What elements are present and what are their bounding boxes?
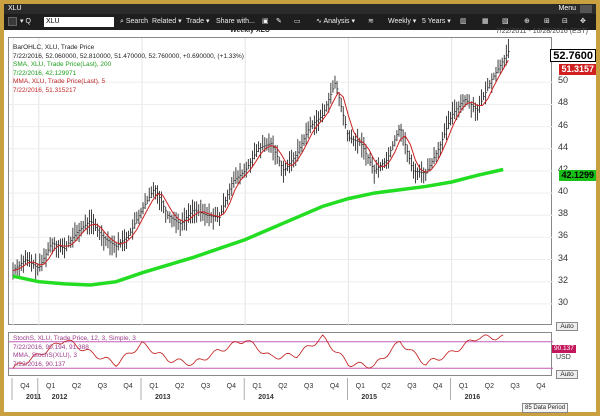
y-tick-label: 44 [558,141,569,152]
data-period-label: 85 Data Period [522,403,569,413]
x-quarter-label: Q2 [278,383,287,390]
price-chart-svg [9,38,553,326]
y-tick-label: 34 [558,252,569,263]
x-quarter-label: Q4 [536,383,545,390]
x-year-label: 2012 [52,394,68,401]
stoch-line [12,334,504,369]
x-quarter-label: Q2 [72,383,81,390]
y-tick-label: 48 [558,97,569,108]
legend-mma-title: MMA, XLU, Trade Price(Last), 5 [13,78,106,85]
related-menu[interactable]: Related ▾ [152,18,182,25]
legend-sma-value: 7/22/2016, 42.129971 [13,69,77,77]
window-title: XLU [8,5,22,12]
x-quarter-label: Q1 [149,383,158,390]
share-menu[interactable]: Share with... [216,18,255,25]
trade-menu[interactable]: Trade ▾ [186,18,210,25]
x-quarter-label: Q4 [433,383,442,390]
x-quarter-label: Q2 [381,383,390,390]
x-quarter-label: Q1 [459,383,468,390]
x-year-label: 2013 [155,394,171,401]
last-price-badge: 52.7600 [550,49,596,62]
x-axis-svg: Q4 Q1 Q2 Q3 Q4 Q1 Q2 Q3 Q4 Q1 Q2 Q3 Q4 Q1 Q2 Q3 Q4 Q1 Q2 Q3… [11,378,546,401]
x-quarter-label: Q3 [98,383,107,390]
x-quarter-label: Q3 [407,383,416,390]
legend-mma-value: 7/22/2016, 51.315217 [13,86,77,94]
chart-title: Weekly XLU [230,27,270,34]
zoom-in-icon[interactable]: ⊞ [544,18,550,25]
x-quarter-label: Q1 [46,383,55,390]
x-quarter-label: Q3 [201,383,210,390]
osc-mma-value: 7/22/2016, 90.137 [13,360,66,368]
osc-legend-values: 7/22/2016, 90.194, 91.388 [13,343,89,351]
y-tick-label: 32 [558,274,569,285]
osc-value-badge: 90.137 [552,345,576,353]
range-dropdown[interactable]: 5 Years ▾ [422,18,451,25]
grid-icon[interactable]: ▦ [482,18,489,25]
date-range: 7/22/2011 - 10/28/2016 (EST) [495,28,588,35]
zoom-out-icon[interactable]: ⊟ [562,18,568,25]
stochastic-chart-svg [9,334,553,369]
analysis-menu[interactable]: ∿ Analysis ▾ [316,18,355,25]
stochastic-panel[interactable]: StochS, XLU, Trade Price, 12, 3, Simple,… [8,332,553,376]
x-quarter-label: Q1 [356,383,365,390]
mma-price-badge: 51.3157 [559,64,596,75]
sma-price-badge: 42.1299 [559,170,596,181]
chart-type-icon[interactable]: ▥ [460,18,467,25]
x-quarter-label: Q2 [485,383,494,390]
symbol-input[interactable] [44,17,114,27]
x-quarter-label: Q3 [510,383,519,390]
x-quarter-label: Q2 [175,383,184,390]
pan-icon[interactable]: ✥ [580,18,586,25]
legend-sma-title: SMA, XLU, Trade Price(Last), 200 [13,61,112,68]
y-tick-label: 46 [558,119,569,130]
x-quarter-label: Q4 [123,383,132,390]
y-tick-label: 30 [558,296,569,307]
legend-bar-values: 7/22/2016, 52.060000, 52.810000, 51.4700… [13,52,244,60]
x-axis: Q4 Q1 Q2 Q3 Q4 Q1 Q2 Q3 Q4 Q1 Q2 Q3 Q4 Q1 Q2 Q3 Q4 Q1 Q2 Q3… [8,378,552,404]
toolbar: ▾ Q ⌕ Search Related ▾ Trade ▾ Share wit… [4,14,596,30]
price-plot[interactable]: BarOHLC, XLU, Trade Price 7/22/2016, 52.… [8,37,553,326]
drawing-icon[interactable]: ▧ [502,18,509,25]
x-year-label: 2011 [26,394,41,401]
y-tick-label: 36 [558,230,569,241]
osc-legend: StochS, XLU, Trade Price, 12, 3, Simple,… [13,335,136,369]
osc-mma-title: MMA, StochS(XLU), 3 [13,352,77,359]
print-icon[interactable]: ▣ [262,18,269,25]
x-year-label: 2014 [258,394,274,401]
mma-line [12,60,509,272]
y-tick-label: 40 [558,186,569,197]
osc-unit-label: USD [556,354,571,361]
osc-auto-scale-button[interactable]: Auto [556,370,578,379]
legend-bar-title: BarOHLC, XLU, Trade Price [13,44,95,51]
x-year-label: 2016 [465,394,481,401]
period-dropdown[interactable]: Weekly ▾ [388,18,417,25]
crosshair-icon[interactable]: ⊕ [524,18,530,25]
y-tick-label: 42 [558,163,569,174]
x-quarter-label: Q1 [252,383,261,390]
layout-icon[interactable] [8,14,17,30]
title-bar: XLU Menu [4,4,596,14]
sma-line [12,167,504,287]
x-quarter-label: Q4 [330,383,339,390]
x-quarter-label: Q3 [304,383,313,390]
osc-legend-title: StochS, XLU, Trade Price, 12, 3, Simple,… [13,335,136,342]
x-quarter-label: Q4 [227,383,236,390]
window-controls-icon[interactable] [580,5,592,13]
auto-scale-button[interactable]: Auto [556,322,578,331]
y-tick-label: 38 [558,208,569,219]
y-tick-label: 50 [558,75,569,86]
price-legend: BarOHLC, XLU, Trade Price 7/22/2016, 52.… [13,44,244,95]
settings-icon[interactable]: ✎ [276,18,282,25]
folder-icon[interactable]: ▭ [294,18,301,25]
x-quarter-label: Q4 [20,383,29,390]
menu-button[interactable]: Menu [558,5,576,12]
search-button[interactable]: ⌕ Search [120,18,149,25]
symbol-dropdown[interactable]: ▾ Q [20,18,31,25]
compare-icon[interactable]: ≋ [368,18,374,25]
x-year-label: 2015 [361,394,377,401]
